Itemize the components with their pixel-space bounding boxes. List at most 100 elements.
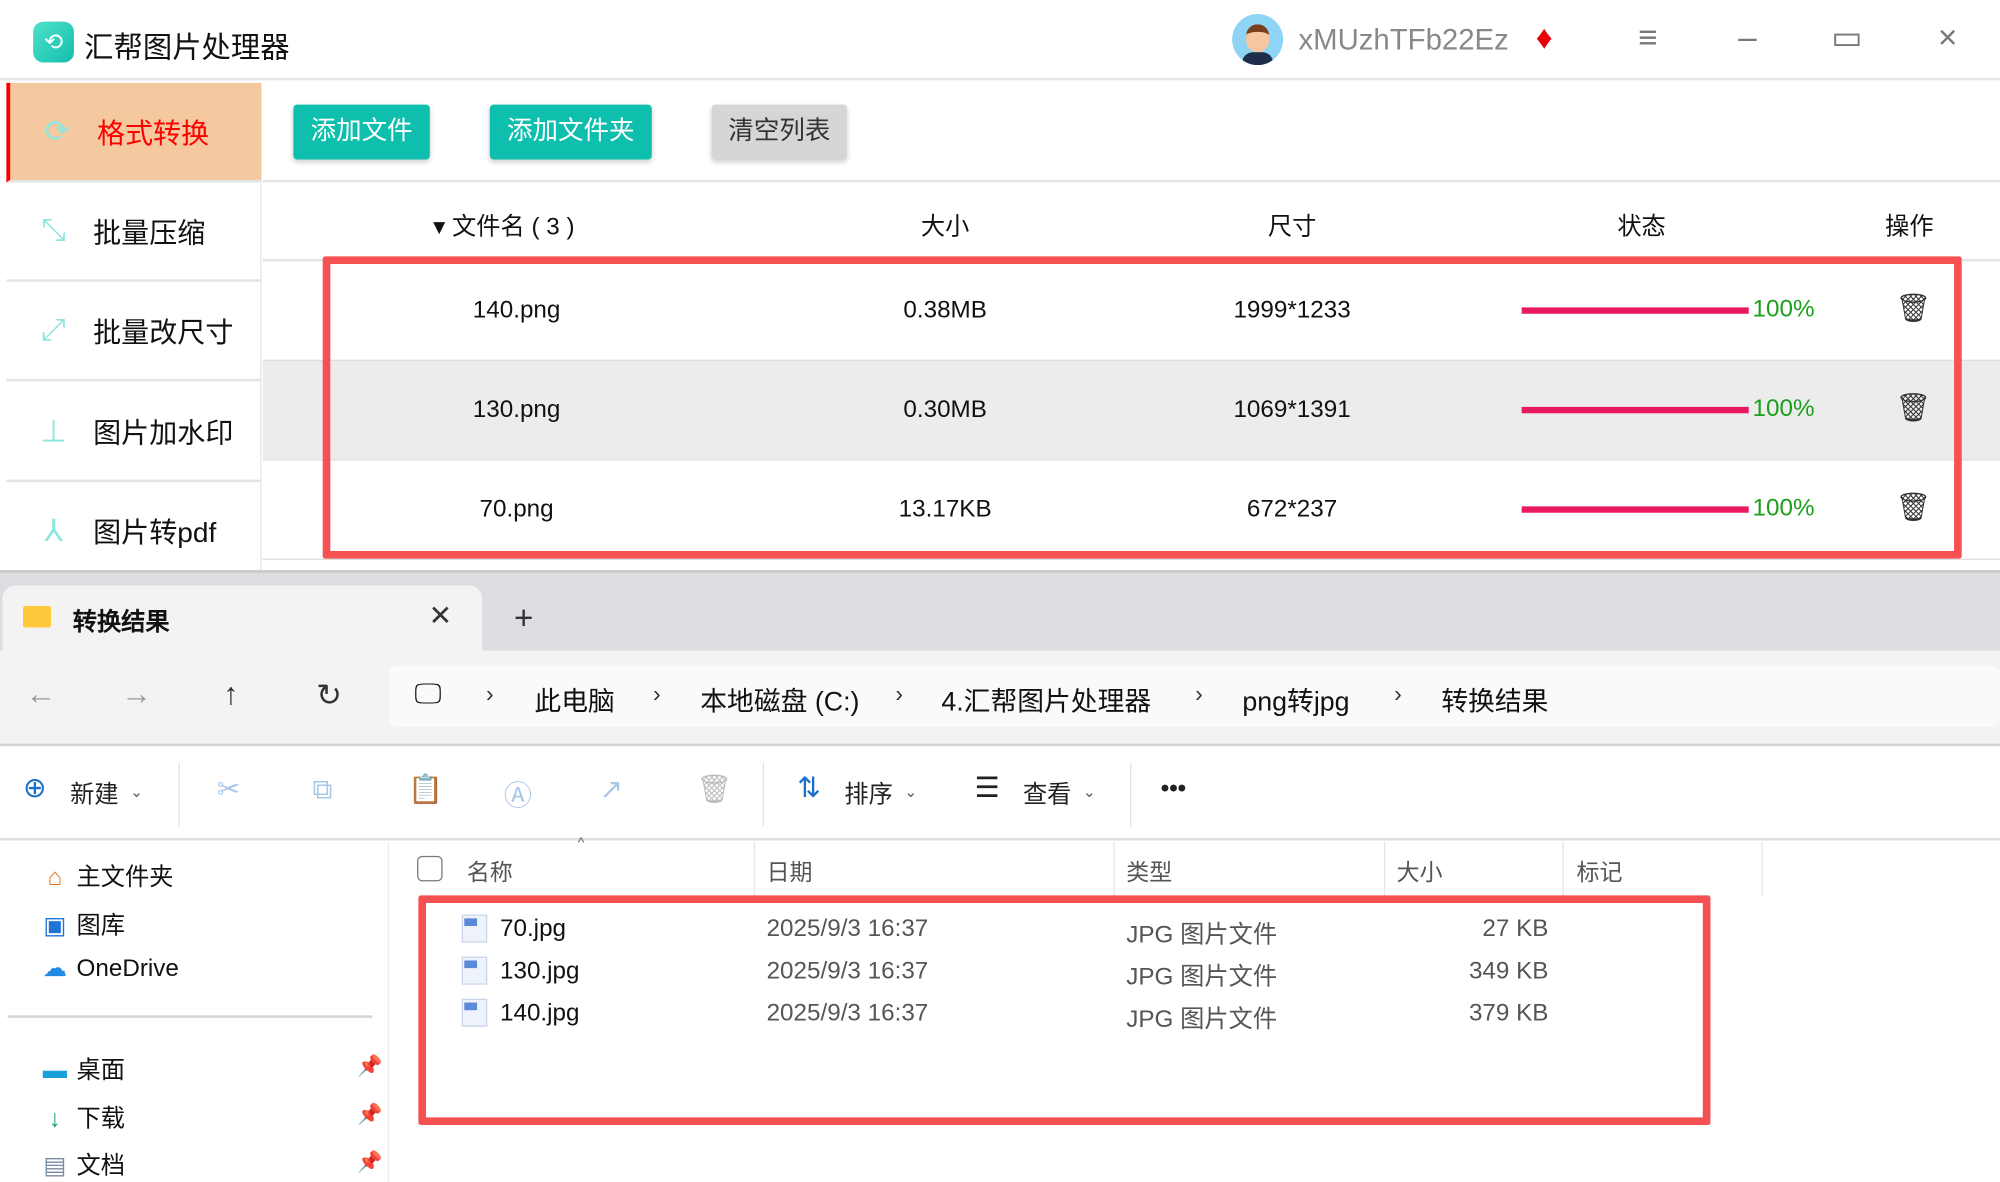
table-row[interactable]: 70.png 13.17KB 672*237 100% 🗑 bbox=[262, 460, 2000, 560]
nav-label: OneDrive bbox=[76, 955, 179, 983]
chevron-down-icon: ⌄ bbox=[1082, 783, 1096, 802]
breadcrumb-item[interactable]: 4.汇帮图片处理器 bbox=[941, 687, 1152, 717]
up-arrow-icon[interactable]: ↑ bbox=[223, 677, 239, 712]
column-name[interactable]: 名称 bbox=[466, 859, 513, 886]
menu-button[interactable]: ≡ bbox=[1638, 17, 1658, 57]
share-icon[interactable]: ↗ bbox=[599, 772, 624, 805]
file-type: JPG 图片文件 bbox=[1126, 964, 1278, 992]
close-tab-icon[interactable]: ✕ bbox=[428, 599, 453, 632]
forward-arrow-icon[interactable]: → bbox=[121, 677, 152, 712]
nav-item-desktop[interactable]: ▬ 桌面 bbox=[38, 1051, 125, 1085]
title-bar bbox=[0, 0, 2000, 81]
file-name: 130.jpg bbox=[499, 957, 580, 985]
rename-icon[interactable]: Ⓐ bbox=[503, 779, 532, 812]
progress-text: 100% bbox=[1752, 395, 1815, 423]
cut-icon[interactable]: ✂ bbox=[216, 772, 241, 805]
username[interactable]: xMUzhTFb22Ez bbox=[1298, 22, 1509, 57]
trash-icon[interactable]: 🗑 bbox=[1895, 292, 1932, 324]
column-size[interactable]: 大小 bbox=[1396, 859, 1443, 886]
close-button[interactable]: × bbox=[1938, 17, 1958, 57]
sort-button[interactable]: 排序 bbox=[844, 781, 893, 809]
nav-item-onedrive[interactable]: ☁ OneDrive bbox=[38, 954, 179, 983]
file-name: 130.png bbox=[472, 396, 561, 424]
explorer-toolbar: ⊕ 新建 ⌄ ✂ ⧉ 📋 Ⓐ ↗ 🗑 ⇅ 排序 ⌄ ☰ 查看 ⌄ ••• bbox=[0, 747, 2000, 841]
progress-text: 100% bbox=[1752, 494, 1815, 522]
file-name: 140.png bbox=[472, 297, 561, 324]
sidebar-item-watermark[interactable]: ⊥ 图片加水印 bbox=[6, 383, 262, 483]
add-file-button[interactable]: 添加文件 bbox=[293, 104, 430, 160]
add-folder-button[interactable]: 添加文件夹 bbox=[489, 104, 652, 160]
gallery-icon: ▣ bbox=[43, 913, 67, 941]
paste-icon[interactable]: 📋 bbox=[408, 772, 444, 805]
file-row[interactable]: 70.jpg 2025/9/3 16:37 JPG 图片文件 27 KB bbox=[421, 913, 1697, 955]
sidebar-item-label: 图片加水印 bbox=[93, 417, 234, 449]
new-tab-button[interactable]: + bbox=[514, 598, 534, 637]
delete-icon[interactable]: 🗑 bbox=[696, 772, 733, 805]
file-row[interactable]: 140.jpg 2025/9/3 16:37 JPG 图片文件 379 KB bbox=[421, 997, 1697, 1039]
breadcrumb-item[interactable]: png转jpg bbox=[1242, 687, 1350, 717]
view-button[interactable]: 查看 bbox=[1022, 781, 1072, 809]
back-arrow-icon[interactable]: ← bbox=[25, 677, 57, 712]
sidebar-item-format-convert[interactable]: ⟳ 格式转换 bbox=[6, 82, 262, 183]
breadcrumb-item[interactable]: 转换结果 bbox=[1441, 687, 1549, 717]
pin-icon[interactable]: 📌 bbox=[357, 1104, 383, 1127]
pin-icon[interactable]: 📌 bbox=[357, 1151, 383, 1174]
file-size: 349 KB bbox=[1468, 957, 1549, 985]
watermark-icon: ⊥ bbox=[40, 413, 67, 449]
column-type[interactable]: 类型 bbox=[1126, 859, 1173, 886]
file-name: 70.png bbox=[479, 496, 554, 523]
column-tags[interactable]: 标记 bbox=[1576, 859, 1623, 886]
vip-diamond-icon[interactable]: ♦ bbox=[1535, 17, 1553, 57]
nav-label: 桌面 bbox=[76, 1057, 126, 1085]
compress-icon: ⤡ bbox=[41, 213, 66, 248]
file-date: 2025/9/3 16:37 bbox=[766, 999, 929, 1027]
nav-item-documents[interactable]: ▤ 文档 bbox=[38, 1147, 125, 1181]
file-date: 2025/9/3 16:37 bbox=[766, 957, 929, 985]
new-plus-icon: ⊕ bbox=[22, 771, 47, 804]
file-size: 13.17KB bbox=[898, 496, 992, 523]
pdf-icon: ⅄ bbox=[44, 513, 63, 548]
tab-title: 转换结果 bbox=[72, 609, 170, 637]
nav-item-gallery[interactable]: ▣ 图库 bbox=[38, 907, 125, 941]
pin-icon[interactable]: 📌 bbox=[357, 1056, 383, 1078]
header-filename[interactable]: ▾ 文件名 ( 3 ) bbox=[433, 214, 575, 242]
more-button[interactable]: ••• bbox=[1160, 775, 1187, 803]
maximize-button[interactable]: ▭ bbox=[1831, 17, 1863, 57]
breadcrumb-item[interactable]: 此电脑 bbox=[534, 687, 615, 717]
minimize-button[interactable]: – bbox=[1738, 17, 1757, 57]
file-row[interactable]: 130.jpg 2025/9/3 16:37 JPG 图片文件 349 KB bbox=[421, 955, 1697, 997]
app-logo-icon: ⟲ bbox=[33, 21, 74, 63]
select-all-checkbox[interactable] bbox=[417, 855, 443, 882]
sidebar-item-label: 批量改尺寸 bbox=[93, 316, 234, 349]
breadcrumb-item[interactable]: 本地磁盘 (C:) bbox=[700, 687, 860, 717]
trash-icon[interactable]: 🗑 bbox=[1895, 391, 1932, 424]
column-date[interactable]: 日期 bbox=[766, 859, 813, 886]
sidebar-item-resize[interactable]: ⤢ 批量改尺寸 bbox=[6, 282, 262, 382]
document-icon: ▤ bbox=[43, 1153, 67, 1180]
explorer-tab[interactable]: 转换结果 ✕ bbox=[2, 585, 483, 651]
sidebar-item-compress[interactable]: ⤡ 批量压缩 bbox=[6, 182, 262, 282]
resize-icon: ⤢ bbox=[41, 312, 66, 347]
nav-label: 主文件夹 bbox=[76, 864, 174, 892]
nav-label: 文档 bbox=[76, 1153, 126, 1180]
table-row[interactable]: 140.png 0.38MB 1999*1233 100% 🗑 bbox=[262, 261, 2000, 361]
clear-list-button[interactable]: 清空列表 bbox=[711, 104, 847, 160]
nav-item-downloads[interactable]: ↓ 下载 bbox=[38, 1099, 125, 1133]
header-status: 状态 bbox=[1617, 214, 1666, 242]
address-bar[interactable]: 🖵 › 此电脑 › 本地磁盘 (C:) › 4.汇帮图片处理器 › png转jp… bbox=[389, 665, 2000, 728]
avatar[interactable] bbox=[1232, 14, 1284, 66]
copy-icon[interactable]: ⧉ bbox=[312, 772, 333, 805]
nav-item-home[interactable]: ⌂ 主文件夹 bbox=[38, 858, 174, 892]
chevron-right-icon: › bbox=[485, 681, 494, 707]
refresh-icon[interactable]: ↻ bbox=[316, 678, 342, 714]
table-row[interactable]: 130.png 0.30MB 1069*1391 100% 🗑 bbox=[262, 360, 2000, 461]
file-type: JPG 图片文件 bbox=[1126, 1006, 1278, 1034]
sidebar-item-pdf[interactable]: ⅄ 图片转pdf bbox=[6, 482, 262, 582]
new-button[interactable]: 新建 bbox=[70, 781, 119, 809]
header-size: 大小 bbox=[920, 214, 970, 242]
trash-icon[interactable]: 🗑 bbox=[1895, 491, 1932, 523]
view-icon: ☰ bbox=[974, 771, 1000, 804]
table-header: ▾ 文件名 ( 3 ) 大小 尺寸 状态 操作 bbox=[262, 182, 2000, 262]
divider bbox=[1130, 762, 1132, 827]
cloud-icon: ☁ bbox=[42, 955, 67, 983]
